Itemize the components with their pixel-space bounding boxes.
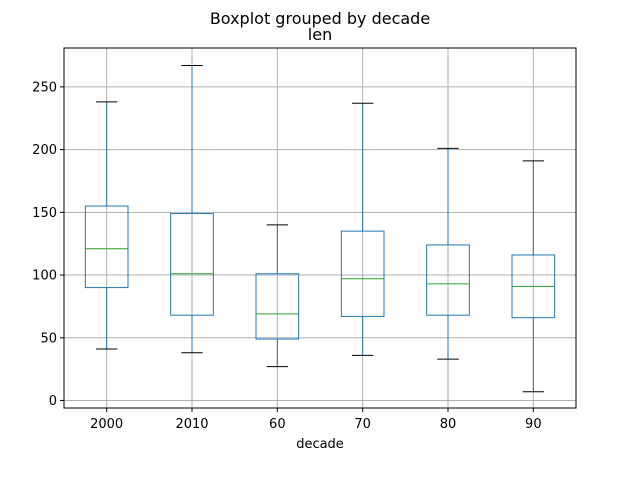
x-tick-label: 70 (354, 417, 371, 432)
tick-layer: 0 50 100 150 200 250 2000 2010 60 70 80 90 (32, 80, 541, 432)
box-iqr (84, 205, 129, 289)
box-iqr (255, 273, 300, 340)
x-tick-label: 2010 (175, 417, 208, 432)
x-tick-label: 2000 (90, 417, 123, 432)
y-tick-label: 100 (32, 269, 57, 284)
plot-frame (63, 47, 577, 409)
box-90 (511, 160, 556, 393)
x-tick-label: 60 (269, 417, 286, 432)
y-tick-label: 200 (32, 143, 57, 158)
box-2010 (170, 65, 214, 354)
y-tick-label: 250 (32, 80, 57, 95)
grid-layer (64, 48, 576, 408)
chart-title: len (308, 25, 332, 44)
box-layer (84, 65, 556, 393)
y-tick-label: 150 (32, 206, 57, 221)
y-tick-label: 50 (40, 331, 57, 346)
box-iqr (170, 213, 214, 316)
box-iqr (426, 244, 470, 316)
x-tick-label: 80 (440, 417, 457, 432)
box-60 (255, 224, 300, 368)
box-80 (426, 147, 470, 360)
x-tick-label: 90 (525, 417, 542, 432)
box-iqr (340, 230, 385, 317)
chart-suptitle: Boxplot grouped by decade (210, 9, 430, 28)
box-2000 (84, 101, 129, 350)
y-tick-label: 0 (49, 394, 57, 409)
x-axis-label: decade (296, 437, 344, 452)
box-70 (340, 102, 385, 356)
